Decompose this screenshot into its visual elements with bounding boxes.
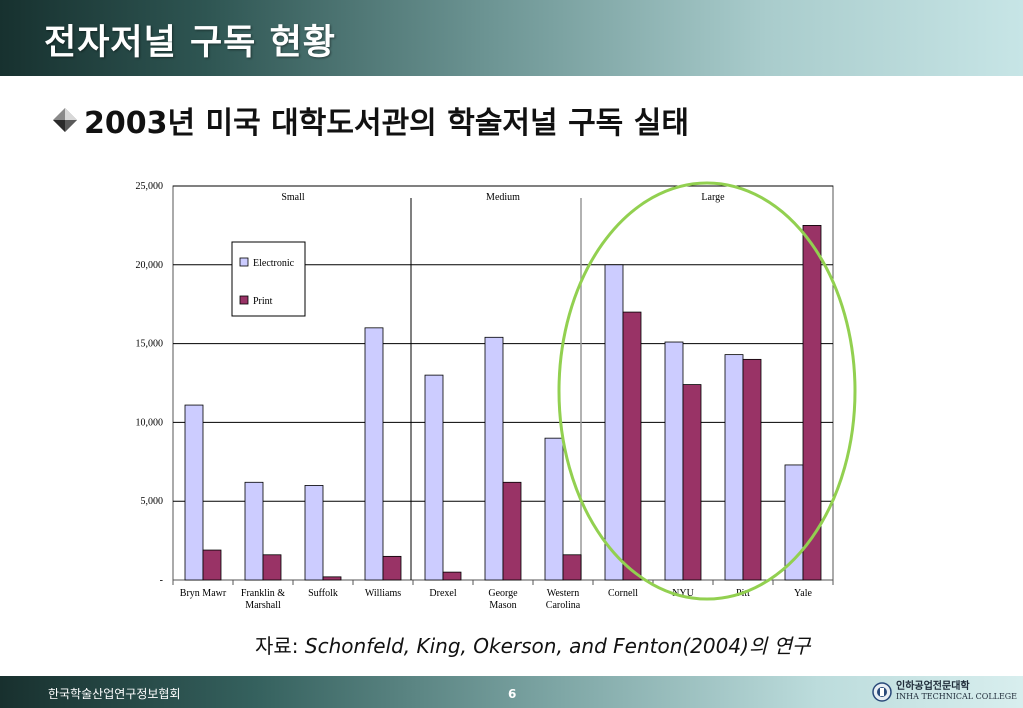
group-label: Small	[281, 192, 305, 203]
y-tick-label: 25,000	[136, 181, 164, 192]
y-tick-label: 10,000	[136, 417, 164, 428]
print-bar	[502, 481, 522, 581]
x-tick-label: Bryn Mawr	[180, 588, 227, 599]
footer-bar	[0, 676, 1023, 708]
logo-english-name: INHA TECHNICAL COLLEGE	[896, 692, 1018, 701]
source-prefix: 자료:	[255, 634, 305, 658]
source-citation: 자료: Schonfeld, King, Okerson, and Fenton…	[255, 630, 810, 659]
print-bar	[442, 571, 462, 581]
x-tick-label: Yale	[794, 588, 812, 599]
diamond-bullet-icon	[53, 108, 77, 132]
print-bar	[802, 225, 822, 581]
y-tick-label: 20,000	[136, 260, 164, 271]
electronic-bar	[724, 354, 744, 581]
electronic-bar	[544, 437, 564, 581]
x-tick-label: Suffolk	[308, 588, 338, 599]
x-tick-label: George Mason	[488, 588, 518, 611]
x-tick-label: Drexel	[429, 588, 456, 599]
footer-organization: 한국학술산업연구정보협회	[48, 687, 181, 701]
logo-korean-name: 인하공업전문대학	[896, 681, 970, 692]
print-bar	[322, 576, 342, 581]
electronic-bar	[664, 341, 684, 581]
x-tick-label: Williams	[365, 588, 401, 599]
bar-chart: - 5,000 10,000 15,000 20,000 25,000 Small Mediu…	[136, 181, 857, 611]
print-bar	[562, 554, 582, 581]
electronic-bar	[484, 336, 504, 581]
print-bar	[382, 555, 402, 581]
slide-title: 전자저널 구독 현황	[44, 23, 336, 63]
electronic-bar	[304, 485, 324, 581]
group-label: Medium	[486, 192, 520, 203]
x-tick-label: Cornell	[608, 588, 638, 599]
print-bar	[682, 384, 702, 581]
legend-electronic-swatch	[239, 257, 249, 267]
college-logo: 인하공업전문대학 INHA TECHNICAL COLLEGE	[872, 682, 1017, 702]
electronic-bar	[784, 464, 804, 581]
print-bar	[262, 554, 282, 581]
electronic-bar	[244, 481, 264, 581]
page-number: 6	[508, 687, 517, 701]
x-tick-label: Western Carolina	[546, 588, 581, 611]
print-bar	[622, 311, 642, 581]
y-tick-label: 5,000	[141, 496, 164, 507]
legend-label: Print	[253, 296, 273, 307]
source-text: Schonfeld, King, Okerson, and Fenton(200…	[304, 634, 811, 658]
x-tick-label: Franklin & Marshall	[241, 588, 285, 611]
electronic-bar	[364, 327, 384, 581]
electronic-bar	[424, 374, 444, 581]
legend-print-swatch	[239, 295, 249, 305]
slide-subtitle: 2003년 미국 대학도서관의 학술저널 구독 실태	[84, 106, 689, 141]
print-bar	[202, 549, 222, 581]
subtitle-row: 2003년 미국 대학도서관의 학술저널 구독 실태	[52, 98, 689, 142]
highlight-ellipse	[557, 181, 857, 601]
group-label: Large	[701, 192, 725, 203]
legend-label: Electronic	[253, 258, 295, 269]
chart-legend: Electronic Print	[231, 241, 306, 317]
electronic-bar	[604, 264, 624, 581]
y-tick-label: 15,000	[136, 339, 164, 350]
print-bar	[742, 358, 762, 581]
title-bar	[0, 0, 1023, 76]
y-tick-label: -	[160, 575, 163, 586]
electronic-bar	[184, 404, 204, 581]
college-emblem-icon	[872, 682, 892, 702]
x-tick-label: NYU	[672, 588, 694, 599]
